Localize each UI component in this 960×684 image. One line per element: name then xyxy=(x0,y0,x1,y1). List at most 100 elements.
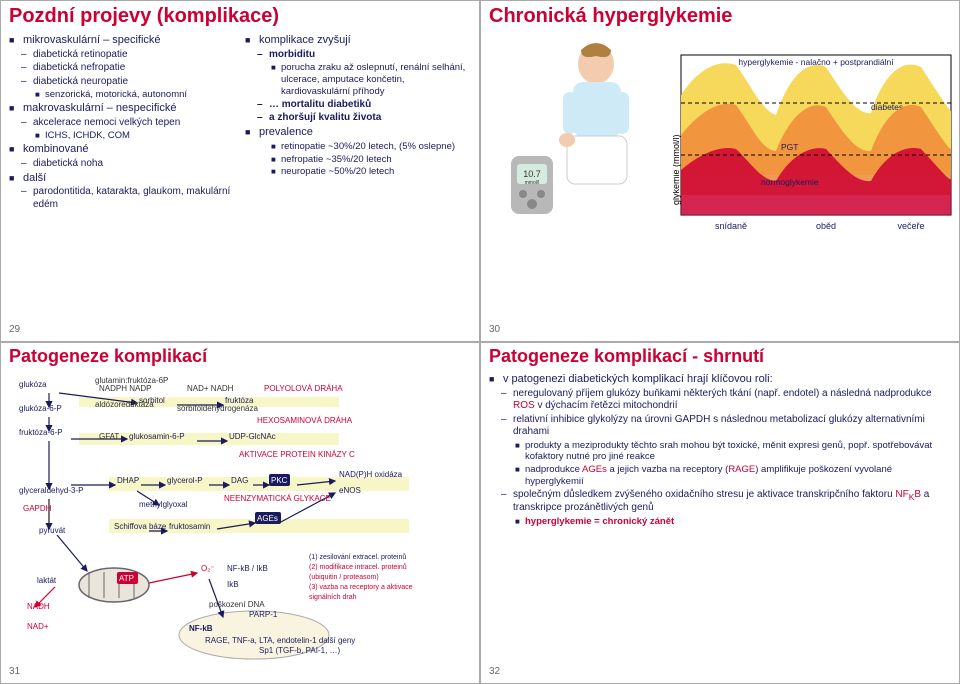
svg-text:laktát: laktát xyxy=(37,576,57,585)
svg-text:glukosamin-6-P: glukosamin-6-P xyxy=(129,432,185,441)
list-item: mikrovaskulární – specifické xyxy=(9,34,235,48)
glucometer-unit: mmol/l xyxy=(525,180,540,186)
svg-text:AGEs: AGEs xyxy=(257,514,278,523)
list-item: další xyxy=(9,172,235,186)
slide-29-columns: mikrovaskulární – specifické diabetická … xyxy=(9,33,471,212)
svg-text:RAGE, TNF-a, LTA, endotelin-1: RAGE, TNF-a, LTA, endotelin-1 další geny xyxy=(205,636,355,645)
slide-29-left-list: mikrovaskulární – specifické diabetická … xyxy=(9,33,235,212)
svg-text:IkB: IkB xyxy=(227,580,239,589)
slide-32-list: v patogenezi diabetických komplikací hra… xyxy=(489,373,951,528)
svg-text:PGT: PGT xyxy=(781,142,798,152)
svg-text:glycerol-P: glycerol-P xyxy=(167,476,203,485)
list-item: … mortalitu diabetiků xyxy=(245,99,471,112)
glycemia-chart: glykemie (mmol/l)hyperglykemie - nalačno… xyxy=(673,41,953,244)
list-item: akcelerace nemoci velkých tepen xyxy=(9,117,235,130)
svg-text:normoglykemie: normoglykemie xyxy=(761,177,819,187)
svg-text:NAD+ NADH: NAD+ NADH xyxy=(187,384,234,393)
svg-text:signálních drah: signálních drah xyxy=(309,594,357,601)
glucometer-btn xyxy=(537,190,545,198)
slide-31: Patogeneze komplikací glukóza glukóza-6-P… xyxy=(0,342,480,684)
list-item: retinopatie ~30%/20 letech, (5% oslepne) xyxy=(245,141,471,153)
list-item: nadprodukce AGEs a jejich vazba na recep… xyxy=(489,464,951,488)
svg-text:pyruvát: pyruvát xyxy=(39,526,66,535)
svg-text:NAD+: NAD+ xyxy=(27,622,49,631)
svg-text:oběd: oběd xyxy=(816,221,836,231)
person-figure: 10.7 mmol/l xyxy=(511,36,661,239)
svg-text:GFAT: GFAT xyxy=(99,432,119,441)
svg-text:NAD(P)H oxidáza: NAD(P)H oxidáza xyxy=(339,470,403,479)
text-fragment: neregulovaný příjem glukózy buňkami někt… xyxy=(513,388,932,399)
list-item: komplikace zvyšují xyxy=(245,34,471,48)
svg-text:GAPDH: GAPDH xyxy=(23,504,52,513)
text-fragment-red: B xyxy=(914,489,921,500)
text-fragment: v dýchacím řetězci mitochondrií xyxy=(535,400,678,411)
slide-31-title: Patogeneze komplikací xyxy=(9,347,471,367)
text-fragment-red: AGEs xyxy=(582,464,607,475)
hand-left-shape xyxy=(559,133,575,147)
glucometer-reading: 10.7 xyxy=(523,169,541,179)
pants-shape xyxy=(567,136,627,184)
svg-text:ATP: ATP xyxy=(119,574,134,583)
glycemia-svg: glykemie (mmol/l)hyperglykemie - nalačno… xyxy=(673,41,953,241)
svg-text:NF-kB: NF-kB xyxy=(189,624,213,633)
svg-text:(ubiquitin / proteasom): (ubiquitin / proteasom) xyxy=(309,574,379,581)
list-item: diabetická neuropatie xyxy=(9,76,235,89)
list-item: diabetická noha xyxy=(9,158,235,171)
hair-shape xyxy=(581,43,611,57)
list-item: neregulovaný příjem glukózy buňkami někt… xyxy=(489,388,951,413)
svg-text:UDP-GlcNAc: UDP-GlcNAc xyxy=(229,432,276,441)
text-fragment: nadprodukce xyxy=(525,464,582,475)
svg-text:HEXOSAMINOVÁ DRÁHA: HEXOSAMINOVÁ DRÁHA xyxy=(257,416,353,425)
svg-text:glykemie (mmol/l): glykemie (mmol/l) xyxy=(673,134,681,205)
page-number: 32 xyxy=(489,666,500,677)
list-item: parodontitida, katarakta, glaukom, makul… xyxy=(9,186,235,211)
slide-30: Chronická hyperglykemie 10.7 mmol/l glyk… xyxy=(480,0,960,342)
slide-32: Patogeneze komplikací - shrnutí v patoge… xyxy=(480,342,960,684)
list-item: nefropatie ~35%/20 letech xyxy=(245,154,471,166)
patient-svg: 10.7 mmol/l xyxy=(511,36,661,236)
svg-text:sorbitoldehydrogenáza: sorbitoldehydrogenáza xyxy=(177,404,258,413)
list-item: kombinované xyxy=(9,143,235,157)
svg-text:aldózoreduktáza: aldózoreduktáza xyxy=(95,400,154,409)
svg-text:NEENZYMATICKÁ GLYKACE: NEENZYMATICKÁ GLYKACE xyxy=(224,494,331,503)
list-item: makrovaskulární – nespecifické xyxy=(9,102,235,116)
svg-text:večeře: večeře xyxy=(897,221,924,231)
arm-left-shape xyxy=(563,92,577,134)
svg-text:NADH: NADH xyxy=(27,602,50,611)
list-item: diabetická nefropatie xyxy=(9,62,235,75)
text-fragment: a jejich vazba na receptory ( xyxy=(607,464,728,475)
slide-29: Pozdní projevy (komplikace) mikrovaskulá… xyxy=(0,0,480,342)
list-item: hyperglykemie = chronický zánět xyxy=(489,516,951,528)
svg-text:DAG: DAG xyxy=(231,476,248,485)
arm-right-shape xyxy=(615,92,629,134)
glucometer-btn xyxy=(527,199,537,209)
svg-text:(3) vazba na receptory a aktiv: (3) vazba na receptory a aktivace xyxy=(309,584,413,591)
svg-text:AKTIVACE PROTEIN KINÁZY C: AKTIVACE PROTEIN KINÁZY C xyxy=(239,450,355,459)
page-number: 30 xyxy=(489,324,500,335)
slide-32-title: Patogeneze komplikací - shrnutí xyxy=(489,347,951,367)
slide-30-title: Chronická hyperglykemie xyxy=(489,5,951,27)
svg-text:glutamin:fruktóza-6P: glutamin:fruktóza-6P xyxy=(95,376,168,385)
svg-text:PKC: PKC xyxy=(271,476,288,485)
svg-text:glukóza: glukóza xyxy=(19,380,47,389)
text-fragment-red: NF xyxy=(895,489,908,500)
svg-text:eNOS: eNOS xyxy=(339,486,361,495)
svg-text:glukóza-6-P: glukóza-6-P xyxy=(19,404,62,413)
list-item: diabetická retinopatie xyxy=(9,49,235,62)
pathways-svg: glukózaglukóza-6-Pfruktóza-6-Pglyceralde… xyxy=(9,373,469,663)
list-item: prevalence xyxy=(245,126,471,140)
svg-text:O₂⁻: O₂⁻ xyxy=(201,564,215,573)
svg-text:NADPH NADP: NADPH NADP xyxy=(99,384,151,393)
pathways-diagram: glukózaglukóza-6-Pfruktóza-6-Pglyceralde… xyxy=(9,373,471,666)
svg-text:Schiffova báze: Schiffova báze xyxy=(114,522,167,531)
shirt-shape xyxy=(573,82,621,137)
svg-text:(1) zesilování extracel. prote: (1) zesilování extracel. proteinů xyxy=(309,553,406,561)
svg-text:Sp1 (TGF-b, PAI-1, …): Sp1 (TGF-b, PAI-1, …) xyxy=(259,646,341,655)
list-item: v patogenezi diabetických komplikací hra… xyxy=(489,373,951,387)
page-number: 31 xyxy=(9,666,20,677)
svg-text:NF-kB / IkB: NF-kB / IkB xyxy=(227,564,268,573)
list-item: senzorická, motorická, autonomní xyxy=(9,89,235,101)
svg-text:fruktosamin: fruktosamin xyxy=(169,522,210,531)
svg-text:snídaně: snídaně xyxy=(715,221,747,231)
svg-text:(2) modifikace intracel. prote: (2) modifikace intracel. proteinů xyxy=(309,563,407,571)
